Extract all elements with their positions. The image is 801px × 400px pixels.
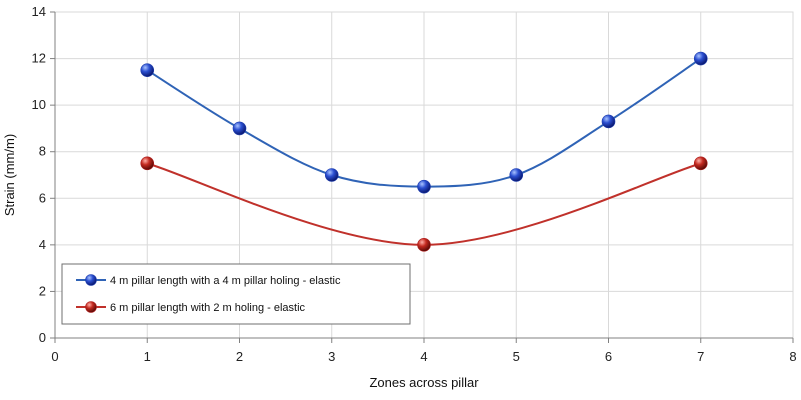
x-tick-label: 1 xyxy=(144,349,151,364)
series-1-point xyxy=(140,63,155,78)
x-tick-label: 4 xyxy=(420,349,427,364)
legend-box xyxy=(61,263,411,325)
x-tick-label: 0 xyxy=(51,349,58,364)
y-tick-label: 6 xyxy=(39,190,46,205)
series-1-point xyxy=(509,168,524,182)
series-1-point xyxy=(232,121,247,136)
legend-label-1: 4 m pillar length with a 4 m pillar holi… xyxy=(110,275,341,287)
series-2-point xyxy=(140,156,155,171)
legend-marker-1 xyxy=(85,274,97,286)
y-tick-label: 14 xyxy=(32,4,46,19)
y-tick-label: 4 xyxy=(39,237,46,252)
y-tick-label: 2 xyxy=(39,283,46,298)
x-tick-label: 8 xyxy=(789,349,796,364)
y-tick-label: 0 xyxy=(39,330,46,345)
series-1-point xyxy=(693,51,708,66)
y-tick-label: 10 xyxy=(32,97,46,112)
x-tick-label: 2 xyxy=(236,349,243,364)
y-tick-label: 12 xyxy=(32,51,46,66)
legend: 4 m pillar length with a 4 m pillar holi… xyxy=(61,263,411,325)
x-tick-label: 7 xyxy=(697,349,704,364)
series-1-point xyxy=(601,114,616,129)
series-2-point xyxy=(693,156,708,171)
y-axis-title: Strain (mm/m) xyxy=(2,134,17,216)
legend-label-2: 6 m pillar length with 2 m holing - elas… xyxy=(110,302,306,314)
legend-marker-2 xyxy=(85,301,97,313)
x-tick-label: 6 xyxy=(605,349,612,364)
x-axis-title: Zones across pillar xyxy=(369,375,479,390)
series-2-point xyxy=(417,238,431,252)
y-tick-label: 8 xyxy=(39,144,46,159)
series-1-point xyxy=(417,179,431,194)
series-markers xyxy=(140,51,708,252)
axes xyxy=(50,11,794,343)
series-1-point xyxy=(324,168,339,182)
x-tick-label: 3 xyxy=(328,349,335,364)
x-tick-label: 5 xyxy=(513,349,520,364)
